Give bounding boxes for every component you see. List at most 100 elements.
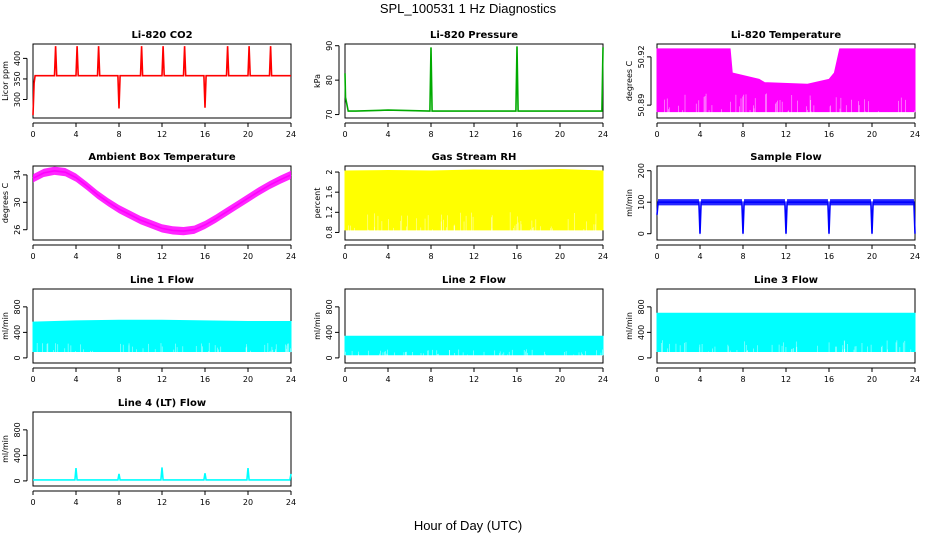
y-tick-label: 50.89 xyxy=(637,94,646,117)
x-tick-label: 8 xyxy=(428,252,433,261)
x-tick-label: 8 xyxy=(116,375,121,384)
chart-9: Line 3 Flow ml/min 0 4 8 12 16 20 24 0 400 800 xyxy=(625,275,920,384)
x-tick-label: 20 xyxy=(555,252,565,261)
chart-title: Li-820 Temperature xyxy=(731,30,841,41)
y-tick-label: 400 xyxy=(13,325,22,340)
chart-title: Li-820 Pressure xyxy=(430,30,518,41)
x-tick-label: 0 xyxy=(30,252,35,261)
x-tick-label: 0 xyxy=(30,130,35,139)
y-tick-label: 300 xyxy=(13,92,22,107)
x-tick-label: 0 xyxy=(30,498,35,507)
x-tick-label: 24 xyxy=(910,252,920,261)
y-tick-label: 80 xyxy=(325,75,334,85)
chart-3: Li-820 Temperature degrees C 0 4 8 12 16 20 24 50… xyxy=(625,30,920,139)
y-tick-label: 50.92 xyxy=(637,45,646,68)
y-tick-label: 0 xyxy=(13,355,22,360)
chart-title: Sample Flow xyxy=(750,152,822,163)
series-line xyxy=(344,46,604,112)
x-tick-label: 12 xyxy=(781,130,791,139)
y-tick-label: 0.8 xyxy=(325,226,334,239)
x-tick-label: 12 xyxy=(157,375,167,384)
x-tick-label: 4 xyxy=(385,252,390,261)
y-tick-label: 800 xyxy=(325,299,334,314)
y-tick-label: 1.2 xyxy=(325,206,334,219)
x-tick-label: 20 xyxy=(867,130,877,139)
x-tick-label: 8 xyxy=(116,252,121,261)
x-tick-label: 4 xyxy=(73,130,78,139)
chart-title: Li-820 CO2 xyxy=(131,30,192,41)
y-tick-label: 400 xyxy=(637,325,646,340)
x-tick-label: 16 xyxy=(824,252,834,261)
y-axis-label: degrees C xyxy=(1,182,10,223)
series xyxy=(32,46,291,116)
series xyxy=(32,166,292,236)
y-tick-label: 0 xyxy=(325,355,334,360)
series-area xyxy=(344,169,604,231)
y-axis-label: percent xyxy=(313,188,322,219)
series xyxy=(656,199,916,237)
x-tick-label: 20 xyxy=(243,498,253,507)
x-tick-label: 24 xyxy=(286,498,296,507)
x-tick-label: 24 xyxy=(910,375,920,384)
x-tick-label: 4 xyxy=(73,375,78,384)
x-tick-label: 16 xyxy=(512,130,522,139)
chart-5: Gas Stream RH percent 0 4 8 12 16 20 24 0.8 1.2 1.6… xyxy=(313,152,608,261)
y-axis-label: ml/min xyxy=(1,435,10,463)
x-tick-label: 20 xyxy=(867,375,877,384)
y-tick-label: 26 xyxy=(13,225,22,235)
series-line xyxy=(32,46,291,116)
x-tick-label: 0 xyxy=(654,375,659,384)
x-tick-label: 24 xyxy=(598,130,608,139)
series-line xyxy=(32,169,292,232)
x-tick-label: 0 xyxy=(342,130,347,139)
y-tick-label: 800 xyxy=(13,422,22,437)
plot-frame xyxy=(344,43,604,119)
plot-frame xyxy=(344,288,604,364)
y-tick-label: 34 xyxy=(13,170,22,180)
page-title: SPL_100531 1 Hz Diagnostics xyxy=(379,1,557,16)
y-tick-label: 800 xyxy=(13,299,22,314)
y-tick-label: 30 xyxy=(13,197,22,207)
series xyxy=(32,319,292,353)
chart-1: Li-820 CO2 Licor ppm 0 4 8 12 16 20 24 300 350 400 xyxy=(1,30,296,139)
x-tick-label: 12 xyxy=(469,252,479,261)
y-tick-label: 1.6 xyxy=(325,186,334,199)
x-tick-label: 8 xyxy=(116,130,121,139)
x-tick-label: 12 xyxy=(157,252,167,261)
chart-title: Line 3 Flow xyxy=(754,275,818,286)
x-tick-label: 16 xyxy=(824,375,834,384)
x-tick-label: 8 xyxy=(740,252,745,261)
y-tick-label: 70 xyxy=(325,109,334,119)
x-tick-label: 0 xyxy=(654,252,659,261)
x-tick-label: 16 xyxy=(824,130,834,139)
chart-10: Line 4 (LT) Flow ml/min 0 4 8 12 16 20 24 0 400 800 xyxy=(1,398,296,507)
x-tick-label: 4 xyxy=(697,252,702,261)
x-tick-label: 8 xyxy=(428,375,433,384)
x-tick-label: 12 xyxy=(469,130,479,139)
x-tick-label: 4 xyxy=(73,498,78,507)
y-tick-label: 0 xyxy=(13,478,22,483)
plot-frame xyxy=(32,411,292,487)
y-axis-label: ml/min xyxy=(625,312,634,340)
x-tick-label: 0 xyxy=(30,375,35,384)
y-tick-label: 400 xyxy=(13,51,22,66)
x-tick-label: 24 xyxy=(286,252,296,261)
x-tick-label: 4 xyxy=(697,130,702,139)
chart-title: Line 2 Flow xyxy=(442,275,506,286)
plot-frame xyxy=(656,165,916,241)
chart-8: Line 2 Flow ml/min 0 4 8 12 16 20 24 0 400 800 xyxy=(313,275,608,384)
plot-frame xyxy=(32,165,292,241)
chart-title: Line 1 Flow xyxy=(130,275,194,286)
chart-7: Line 1 Flow ml/min 0 4 8 12 16 20 24 0 400 800 xyxy=(1,275,296,384)
y-axis-label: degrees C xyxy=(625,60,634,101)
y-axis-label: ml/min xyxy=(313,312,322,340)
x-tick-label: 0 xyxy=(342,252,347,261)
page-x-axis-label: Hour of Day (UTC) xyxy=(413,518,523,533)
x-tick-label: 20 xyxy=(867,252,877,261)
series-area xyxy=(344,335,604,356)
x-tick-label: 8 xyxy=(428,130,433,139)
x-tick-label: 24 xyxy=(910,130,920,139)
x-tick-label: 16 xyxy=(200,498,210,507)
x-tick-label: 16 xyxy=(200,130,210,139)
